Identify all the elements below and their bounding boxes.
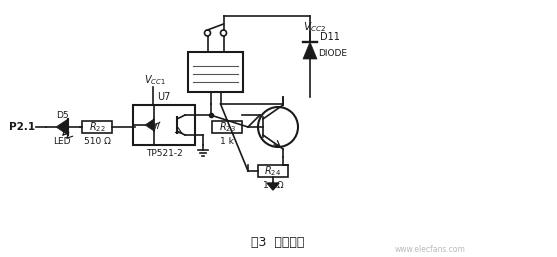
Text: www.elecfans.com: www.elecfans.com xyxy=(394,244,466,253)
Text: D11: D11 xyxy=(320,32,340,42)
Bar xyxy=(133,105,195,145)
Text: TP521-2: TP521-2 xyxy=(145,149,182,158)
Bar xyxy=(188,52,243,92)
Polygon shape xyxy=(303,42,317,59)
Text: $R_{24}$: $R_{24}$ xyxy=(265,164,281,178)
Text: 1 k: 1 k xyxy=(220,136,234,145)
Text: 510 Ω: 510 Ω xyxy=(84,136,110,145)
Text: U7: U7 xyxy=(157,92,170,102)
Bar xyxy=(258,165,288,177)
Polygon shape xyxy=(267,183,279,190)
Text: $V_{CC1}$: $V_{CC1}$ xyxy=(144,73,166,87)
Text: LED: LED xyxy=(53,136,71,145)
Text: D5: D5 xyxy=(56,111,69,120)
Bar xyxy=(82,121,112,133)
Text: 1 kΩ: 1 kΩ xyxy=(263,180,284,189)
Text: $R_{22}$: $R_{22}$ xyxy=(89,120,105,134)
Text: $R_{23}$: $R_{23}$ xyxy=(218,120,236,134)
Text: P2.1: P2.1 xyxy=(9,122,35,132)
Polygon shape xyxy=(145,119,154,131)
Text: $V_{CC2}$: $V_{CC2}$ xyxy=(304,20,326,34)
Polygon shape xyxy=(56,119,68,135)
Bar xyxy=(212,121,242,133)
Text: 图3  输出电路: 图3 输出电路 xyxy=(251,236,305,250)
Text: DIODE: DIODE xyxy=(319,50,348,59)
